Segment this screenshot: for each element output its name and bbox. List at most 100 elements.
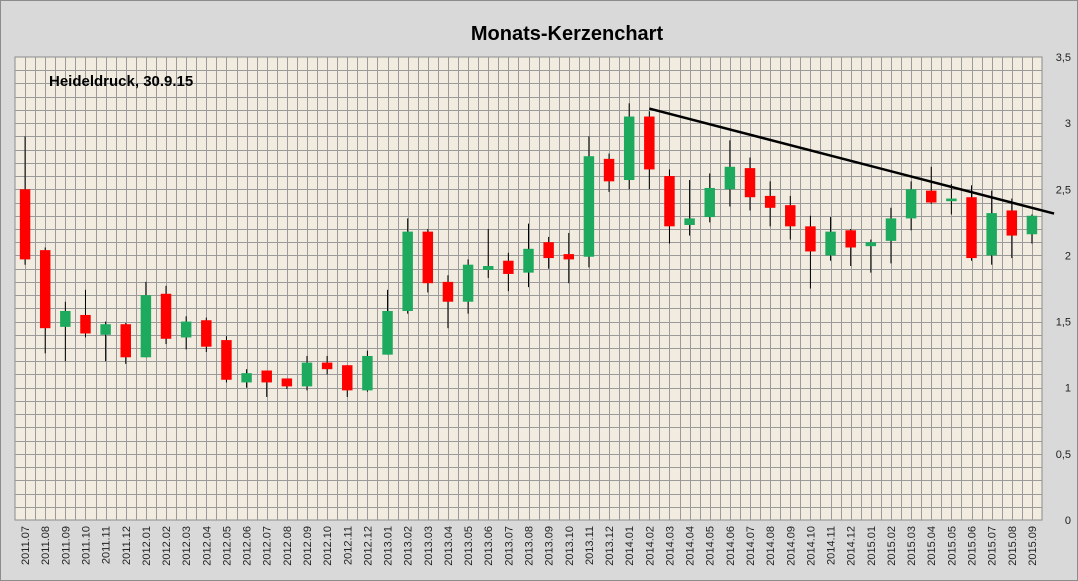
candle-body [785, 205, 796, 227]
x-tick-label: 2011.07 [20, 526, 32, 565]
candle-body [281, 378, 293, 387]
candle-body [382, 310, 393, 355]
trendline-group [649, 107, 1055, 215]
candle [644, 111, 655, 190]
candle [664, 169, 675, 244]
candle [1026, 214, 1038, 244]
x-tick-label: 2011.10 [80, 526, 92, 565]
candle-body [885, 218, 897, 241]
candle-body [160, 293, 172, 339]
y-tick-label: 2,5 [1056, 184, 1071, 196]
candle [402, 218, 413, 314]
candle-body [221, 340, 232, 380]
candle-body [19, 189, 31, 260]
x-tick-label: 2014.09 [785, 526, 797, 566]
candle-body [321, 362, 333, 370]
x-tick-label: 2015.06 [967, 526, 979, 566]
x-tick-label: 2013.12 [604, 526, 616, 566]
candle [321, 355, 333, 375]
x-tick-label: 2012.09 [302, 526, 314, 566]
x-tick-label: 2013.04 [443, 526, 455, 566]
candle-body [744, 168, 756, 198]
x-tick-label: 2013.03 [423, 526, 435, 566]
candle-body [60, 310, 71, 327]
x-tick-label: 2013.10 [564, 526, 576, 566]
candle-body [543, 242, 554, 259]
y-tick-label: 0 [1065, 515, 1071, 527]
candle [905, 181, 917, 231]
candle-body [1026, 215, 1038, 235]
candle [19, 136, 31, 265]
candle-body [140, 295, 152, 358]
candle-body [100, 324, 111, 335]
candle [1006, 198, 1018, 259]
candle [462, 259, 474, 314]
x-tick-label: 2015.02 [886, 526, 898, 566]
candle-body [986, 213, 997, 256]
candles [19, 103, 1038, 397]
candle-body [623, 116, 635, 181]
candle-body [1006, 210, 1018, 236]
candle-body [805, 226, 816, 252]
x-tick-label: 2015.05 [946, 526, 958, 566]
y-tick-label: 2 [1065, 250, 1071, 262]
candle-body [301, 362, 313, 387]
candle-body [362, 355, 373, 391]
candle [603, 153, 615, 192]
candle [281, 378, 293, 390]
x-tick-label: 2011.11 [101, 526, 113, 564]
candle-body [422, 231, 434, 284]
x-tick-label: 2012.02 [161, 526, 173, 566]
x-tick-label: 2015.03 [906, 526, 918, 566]
candle [926, 166, 937, 204]
candle-body [603, 158, 615, 182]
x-tick-label: 2014.06 [725, 526, 737, 566]
x-tick-label: 2013.05 [463, 526, 475, 566]
candle-body [583, 156, 595, 257]
x-tick-label: 2012.10 [322, 526, 334, 566]
candle [382, 289, 393, 355]
candle-body [704, 187, 715, 218]
candle [543, 236, 554, 269]
candle [100, 321, 111, 362]
x-tick-label: 2013.01 [383, 526, 395, 566]
x-tick-label: 2015.08 [1007, 526, 1019, 566]
candle [825, 217, 836, 261]
candle-body [644, 116, 655, 170]
y-tick-label: 3 [1065, 118, 1071, 130]
x-tick-label: 2012.03 [181, 526, 193, 566]
x-tick-label: 2014.01 [624, 526, 636, 566]
candle-body [865, 242, 877, 247]
candle-body [402, 231, 413, 311]
x-tick-label: 2012.01 [141, 526, 153, 566]
candle-body [503, 260, 514, 274]
x-tick-label: 2012.07 [262, 526, 274, 566]
candle [704, 173, 715, 223]
trendline [649, 107, 1055, 215]
candle [885, 207, 897, 264]
x-tick-label: 2015.04 [926, 526, 938, 566]
candle [120, 322, 131, 364]
x-tick-label: 2014.12 [846, 526, 858, 566]
candle [301, 355, 313, 391]
candle [845, 228, 856, 267]
x-tick-label: 2012.05 [221, 526, 233, 566]
candle [986, 190, 997, 265]
plot-area [14, 56, 1043, 521]
x-tick-label: 2012.12 [362, 526, 374, 566]
candle-body [946, 198, 957, 202]
candle [422, 228, 434, 293]
candle [563, 232, 575, 284]
y-tick-label: 1,5 [1056, 317, 1071, 329]
candle-body [926, 190, 937, 203]
x-tick-label: 2014.10 [805, 526, 817, 566]
x-tick-label: 2015.09 [1027, 526, 1039, 566]
candle-body [905, 189, 917, 219]
candle [201, 317, 212, 352]
candle-body [80, 314, 91, 334]
y-tick-label: 0,5 [1056, 449, 1071, 461]
x-tick-label: 2014.04 [685, 526, 697, 566]
candle [442, 275, 454, 329]
candle [140, 281, 152, 358]
